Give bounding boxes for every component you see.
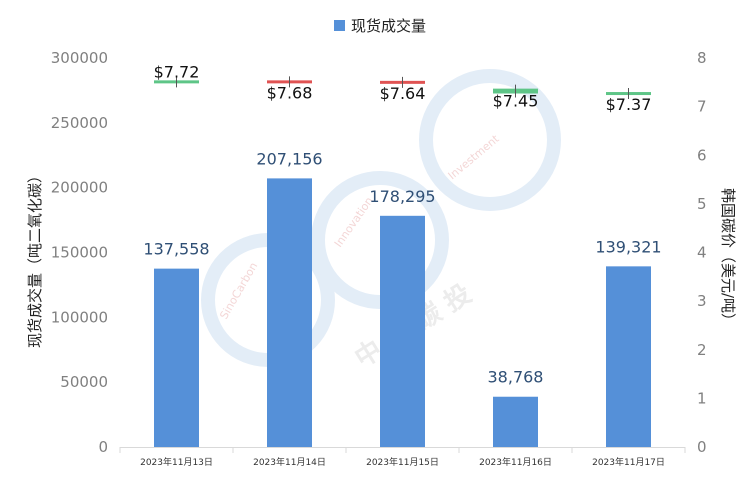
price-series — [154, 76, 651, 100]
watermark-ring-right — [419, 69, 561, 211]
y2-tick-label: 7 — [697, 98, 707, 116]
price-value-label: $7.45 — [493, 92, 539, 111]
y-tick-label: 100000 — [51, 308, 108, 326]
price-value-label: $7.64 — [380, 84, 426, 103]
price-value-label: $7.37 — [606, 95, 652, 114]
bar-series — [154, 178, 651, 447]
legend: 现货成交量 — [334, 17, 426, 35]
y2-axis-ticks: 0 1 2 3 4 5 6 7 8 — [697, 49, 707, 456]
y2-tick-label: 3 — [697, 292, 707, 310]
bar-value-label: 139,321 — [595, 237, 661, 256]
y-tick-label: 50000 — [60, 373, 108, 391]
bar-value-label: 137,558 — [143, 240, 209, 259]
y-tick-label: 150000 — [51, 244, 108, 262]
legend-label: 现货成交量 — [351, 17, 426, 35]
y2-tick-label: 4 — [697, 244, 707, 262]
y-axis-title: 现货成交量（吨二氧化碳） — [26, 168, 44, 348]
x-tick-label: 2023年11月15日 — [366, 456, 439, 468]
price-value-label: $7.68 — [267, 83, 313, 102]
bar-data-labels: 137,558 207,156 178,295 38,768 139,321 — [143, 149, 661, 386]
bar — [267, 178, 312, 447]
price-data-labels: $7.72 $7.68 $7.64 $7.45 $7.37 — [154, 62, 652, 114]
y-tick-label: 0 — [98, 438, 108, 456]
y2-tick-label: 1 — [697, 389, 707, 407]
y-tick-label: 200000 — [51, 179, 108, 197]
legend-swatch — [334, 20, 345, 31]
y-axis-ticks: 0 50000 100000 150000 200000 250000 300000 — [51, 49, 108, 456]
x-tick-label: 2023年11月13日 — [140, 456, 213, 468]
y2-axis-title: 韩国碳价（美元/吨） — [719, 188, 737, 328]
y-tick-label: 250000 — [51, 114, 108, 132]
bar-value-label: 38,768 — [488, 368, 544, 387]
bar — [606, 266, 651, 447]
y2-tick-label: 8 — [697, 49, 707, 67]
y-tick-label: 300000 — [51, 49, 108, 67]
x-tick-label: 2023年11月17日 — [592, 456, 665, 468]
y2-tick-label: 6 — [697, 146, 707, 164]
price-value-label: $7.72 — [154, 62, 200, 81]
bar — [154, 268, 199, 447]
bar — [493, 396, 538, 447]
y2-tick-label: 5 — [697, 195, 707, 213]
x-tick-label: 2023年11月14日 — [253, 456, 326, 468]
x-axis-ticks: 2023年11月13日 2023年11月14日 2023年11月15日 2023年11… — [119, 447, 686, 468]
bar-value-label: 207,156 — [256, 149, 322, 168]
bar — [380, 215, 425, 447]
x-tick-label: 2023年11月16日 — [479, 456, 552, 468]
watermark-en-right: Investment — [446, 132, 503, 182]
bar-value-label: 178,295 — [369, 187, 435, 206]
y2-tick-label: 2 — [697, 341, 707, 359]
y2-tick-label: 0 — [697, 438, 707, 456]
